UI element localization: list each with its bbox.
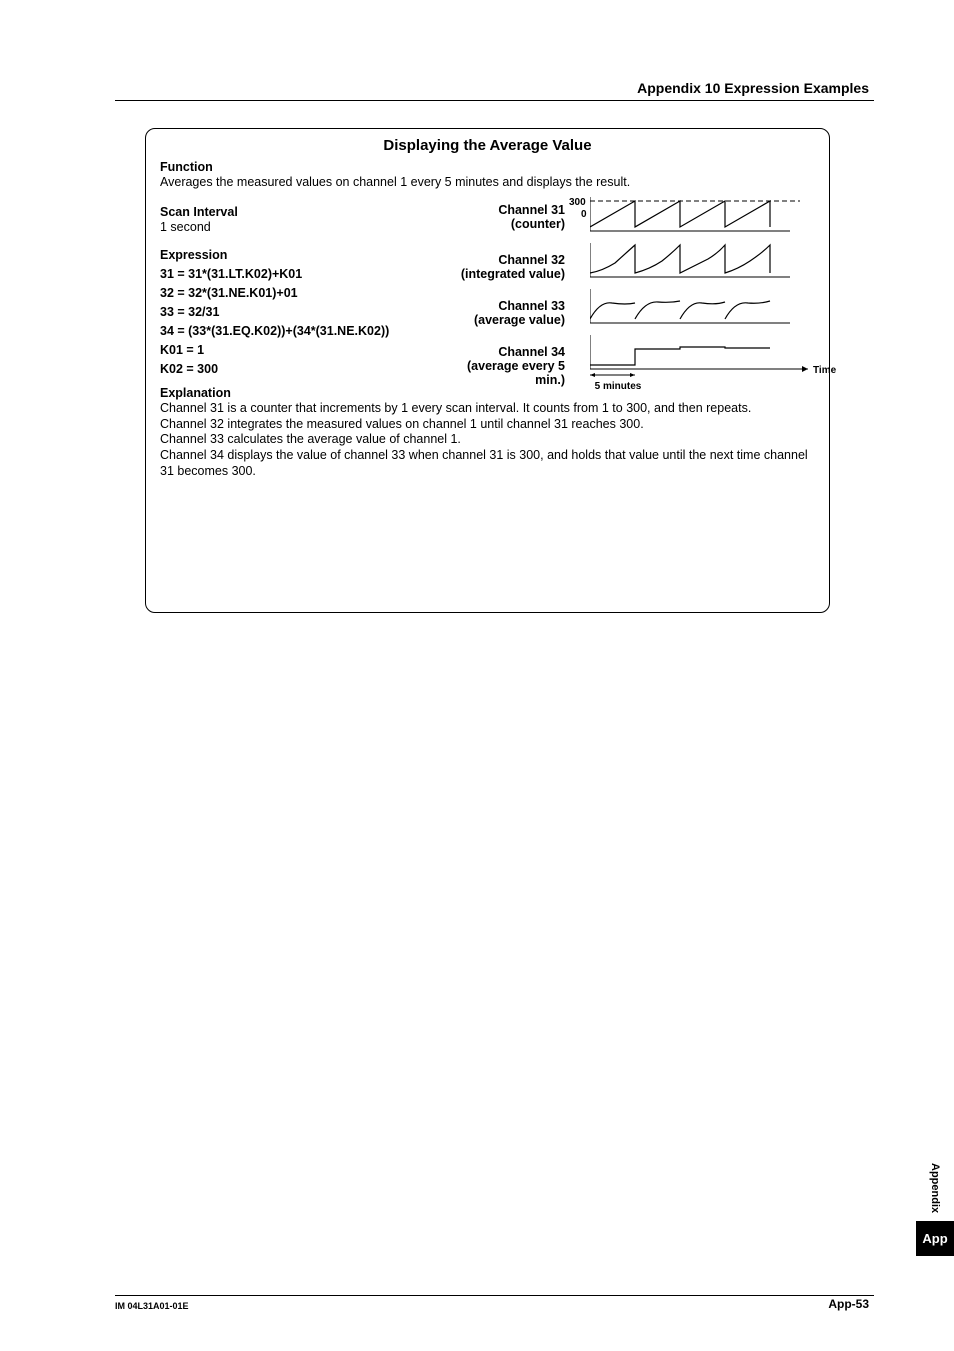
expression-line: 34 = (33*(31.EQ.K02))+(34*(31.NE.K02)) [160,324,415,338]
ch32-name: Channel 32 [498,253,565,267]
chart-svg [590,197,840,397]
header-title: Appendix 10 Expression Examples [637,80,869,96]
ch31-sub: (counter) [511,217,565,231]
ch33-sub: (average value) [474,313,565,327]
footer-doc-id: IM 04L31A01-01E [115,1301,189,1311]
example-box: Displaying the Average Value Function Av… [145,128,830,613]
expression-line: K01 = 1 [160,343,415,357]
ch34-name: Channel 34 [498,345,565,359]
footer-rule [115,1295,874,1296]
scan-heading: Scan Interval [160,205,415,219]
ch32-sub: (integrated value) [461,267,565,281]
header-rule [115,100,874,101]
expression-line: K02 = 300 [160,362,415,376]
ch34-sub: (average every 5 min.) [467,359,565,387]
side-tab: Appendix App [916,1163,954,1256]
expression-line: 31 = 31*(31.LT.K02)+K01 [160,267,415,281]
ch31-name: Channel 31 [498,203,565,217]
function-text: Averages the measured values on channel … [160,175,815,189]
side-tab-box: App [916,1221,954,1256]
expression-line: 33 = 32/31 [160,305,415,319]
explanation-text: Channel 31 is a counter that increments … [160,401,815,479]
x-axis-label: Time [813,365,836,376]
ch31-ytop: 300 [569,197,586,208]
scan-text: 1 second [160,220,415,234]
footer-page: App-53 [828,1297,869,1311]
chart-region: Channel 31 (counter) Channel 32 (integra… [435,199,815,376]
side-vertical-text: Appendix [929,1163,941,1213]
function-heading: Function [160,160,815,174]
expression-heading: Expression [160,248,415,262]
expression-line: 32 = 32*(31.NE.K01)+01 [160,286,415,300]
ch33-name: Channel 33 [498,299,565,313]
ch31-ybot: 0 [581,209,587,220]
ch31-label: Channel 31 (counter) [435,203,565,231]
ch33-label: Channel 33 (average value) [435,299,565,327]
span-label: 5 minutes [588,381,648,392]
box-title: Displaying the Average Value [160,137,815,154]
ch32-label: Channel 32 (integrated value) [435,253,565,281]
ch34-label: Channel 34 (average every 5 min.) [435,345,565,387]
